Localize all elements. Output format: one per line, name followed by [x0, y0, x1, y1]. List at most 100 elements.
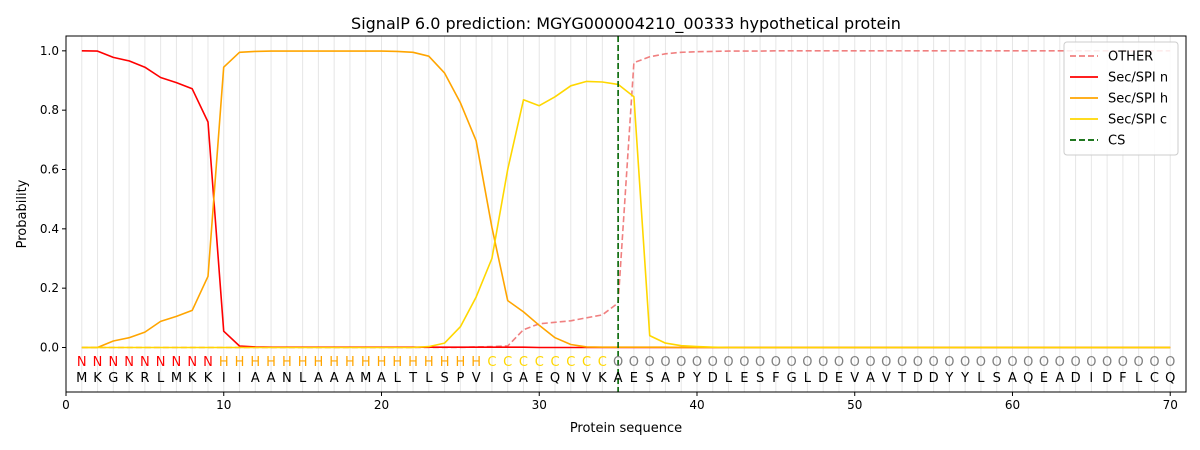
residue-letter: I: [238, 371, 242, 386]
residue-state-label: O: [755, 355, 765, 370]
residue-state-label: O: [1134, 355, 1144, 370]
residue-state-label: O: [1007, 355, 1017, 370]
residue-state-label: H: [282, 355, 292, 370]
x-axis-ticks: 0 10 20 30 40 50 60 70: [62, 392, 1178, 412]
residue-letter: D: [1102, 371, 1112, 386]
residue-letter: A: [1055, 371, 1064, 386]
residue-letter: N: [566, 371, 576, 386]
residue-state-label: C: [503, 355, 512, 370]
residue-state-label: O: [613, 355, 623, 370]
y-tick-label: 0.6: [40, 163, 59, 177]
residue-letter: M: [171, 371, 182, 386]
x-axis-label: Protein sequence: [570, 421, 682, 436]
residue-state-label: O: [928, 355, 938, 370]
chart-title: SignalP 6.0 prediction: MGYG000004210_00…: [351, 14, 901, 34]
y-tick-label: 0.2: [40, 281, 59, 295]
residue-state-label: O: [960, 355, 970, 370]
residue-letter: T: [897, 371, 906, 386]
residue-state-label: H: [314, 355, 324, 370]
residue-letter: A: [377, 371, 386, 386]
residue-letter: G: [503, 371, 513, 386]
y-tick-label: 0.4: [40, 222, 59, 236]
residue-state-label: O: [1070, 355, 1080, 370]
series-line-sec-spi-h: [81, 50, 1171, 349]
residue-letter: M: [76, 371, 87, 386]
residue-state-label: O: [1118, 355, 1128, 370]
residue-letter: L: [725, 371, 733, 386]
residue-state-label: O: [865, 355, 875, 370]
residue-state-label: H: [345, 355, 355, 370]
residue-state-label: O: [1102, 355, 1112, 370]
residue-state-label: H: [219, 355, 229, 370]
residue-state-label: O: [1039, 355, 1049, 370]
residue-state-label: O: [1023, 355, 1033, 370]
x-tick-label: 40: [689, 398, 704, 412]
residue-letter: L: [1135, 371, 1143, 386]
residue-letter: L: [157, 371, 165, 386]
residue-letter: K: [188, 371, 197, 386]
residue-state-label: H: [329, 355, 339, 370]
residue-letter: V: [582, 371, 591, 386]
residue-state-label: O: [802, 355, 812, 370]
residue-letter: L: [299, 371, 307, 386]
residue-letter: Y: [944, 371, 953, 386]
y-tick-label: 0.8: [40, 103, 59, 117]
residue-letter: D: [818, 371, 828, 386]
residue-state-label: O: [913, 355, 923, 370]
residue-letter: K: [598, 371, 607, 386]
residue-letter: L: [394, 371, 402, 386]
residue-state-label: H: [250, 355, 260, 370]
residue-state-label: O: [1086, 355, 1096, 370]
residue-letter: V: [850, 371, 859, 386]
residue-letter: F: [772, 371, 779, 386]
residue-state-label: O: [676, 355, 686, 370]
residue-letter: Q: [550, 371, 560, 386]
residue-state-label: O: [739, 355, 749, 370]
residue-state-label: O: [723, 355, 733, 370]
residue-letter: K: [125, 371, 134, 386]
residue-letter: Y: [692, 371, 701, 386]
residue-state-label: O: [976, 355, 986, 370]
residue-letter: R: [140, 371, 149, 386]
residue-state-label: O: [660, 355, 670, 370]
y-axis-label: Probability: [15, 179, 30, 248]
residue-state-label: O: [992, 355, 1002, 370]
residue-state-label: O: [850, 355, 860, 370]
residue-letter: A: [614, 371, 623, 386]
residue-state-label: N: [156, 355, 166, 370]
residue-letter: E: [835, 371, 843, 386]
grid-lines: [81, 36, 1171, 392]
residue-state-label: C: [519, 355, 528, 370]
series-line-sec-spi-n: [81, 50, 1171, 349]
legend-label: Sec/SPI n: [1108, 71, 1168, 86]
residue-letter: P: [456, 371, 464, 386]
residue-letter: M: [360, 371, 371, 386]
residue-state-label: O: [1149, 355, 1159, 370]
residue-letter: L: [804, 371, 812, 386]
residue-state-label: O: [881, 355, 891, 370]
residue-letter: L: [425, 371, 433, 386]
residue-letter: A: [661, 371, 670, 386]
legend-box: [1063, 41, 1179, 156]
residue-letter: S: [756, 371, 764, 386]
residue-state-label: N: [108, 355, 118, 370]
residue-letter: A: [314, 371, 323, 386]
residue-state-label: O: [708, 355, 718, 370]
residue-state-label: H: [298, 355, 308, 370]
residue-letter: G: [108, 371, 118, 386]
x-tick-label: 60: [1005, 398, 1020, 412]
residue-letter: I: [1089, 371, 1093, 386]
residue-letter: I: [490, 371, 494, 386]
residue-state-label: O: [771, 355, 781, 370]
residue-state-label: O: [944, 355, 954, 370]
residue-state-label: C: [487, 355, 496, 370]
residue-state-label: H: [392, 355, 402, 370]
x-tick-label: 70: [1163, 398, 1178, 412]
residue-letter: C: [1150, 371, 1159, 386]
x-tick-label: 20: [374, 398, 389, 412]
residue-state-label: O: [818, 355, 828, 370]
residue-state-label: N: [77, 355, 87, 370]
residue-letter: S: [646, 371, 654, 386]
residue-letter: Q: [1023, 371, 1033, 386]
x-tick-label: 30: [532, 398, 547, 412]
